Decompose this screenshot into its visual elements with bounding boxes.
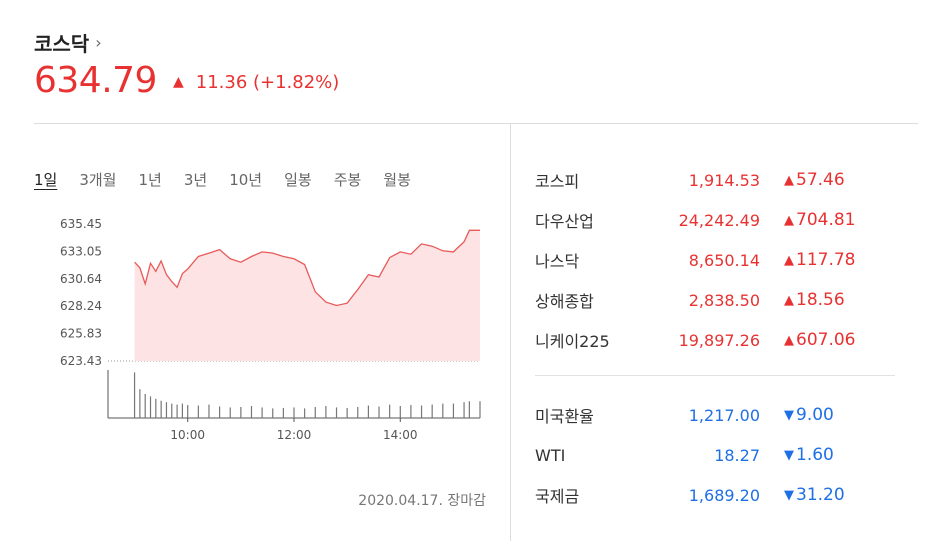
index-name: 국제금 xyxy=(535,487,580,506)
index-row[interactable]: 니케이225 19,897.26 ▲ 607.06 xyxy=(535,320,895,360)
index-name: 코스피 xyxy=(535,172,580,191)
index-name: 나스닥 xyxy=(535,252,580,271)
index-title-link[interactable]: 코스닥 › xyxy=(34,28,102,57)
down-triangle-icon: ▼ xyxy=(784,487,794,503)
index-change: 117.78 xyxy=(796,250,856,270)
index-value: 8,650.14 xyxy=(688,250,760,270)
indices-panel: 코스피 1,914.53 ▲ 57.46 다우산업 24,242.49 ▲ 704.81 나스닥… xyxy=(535,160,895,515)
index-change: 1.60 xyxy=(796,445,834,465)
current-price: 634.79 xyxy=(34,60,157,101)
index-value: 1,914.53 xyxy=(688,170,760,190)
chart-svg: 635.45 633.05 630.64 628.24 625.83 623.43 10:0… xyxy=(60,217,481,442)
index-row[interactable]: 상해종합 2,838.50 ▲ 18.56 xyxy=(535,280,895,320)
index-change: 9.00 xyxy=(796,405,834,425)
up-triangle-icon: ▲ xyxy=(172,74,184,90)
index-change: 18.56 xyxy=(796,290,845,310)
index-row[interactable]: 국제금 1,689.20 ▼ 31.20 xyxy=(535,475,895,515)
tab-period[interactable]: 일봉 xyxy=(284,171,312,189)
tab-period[interactable]: 3개월 xyxy=(79,171,117,189)
index-value: 19,897.26 xyxy=(678,330,760,350)
up-triangle-icon: ▲ xyxy=(784,212,794,228)
tab-period[interactable]: 주봉 xyxy=(333,171,362,189)
y-tick-label: 635.45 xyxy=(60,217,102,231)
y-tick-label: 630.64 xyxy=(60,272,102,286)
down-triangle-icon: ▼ xyxy=(784,407,794,423)
divider-horizontal xyxy=(34,123,918,124)
index-row[interactable]: 미국환율 1,217.00 ▼ 9.00 xyxy=(535,395,895,435)
intraday-chart: 635.45 633.05 630.64 628.24 625.83 623.43 10:0… xyxy=(40,210,490,450)
y-tick-label: 628.24 xyxy=(60,299,102,313)
index-change: 31.20 xyxy=(796,485,845,505)
period-tabs: 1일 3개월 1년 3년 10년 일봉 주봉 월봉 xyxy=(34,169,433,190)
indices-divider xyxy=(535,375,895,376)
down-triangle-icon: ▼ xyxy=(784,447,794,463)
price-block: 634.79 ▲ 11.36 (+1.82%) xyxy=(34,60,339,101)
index-name: 니케이225 xyxy=(535,332,610,351)
up-triangle-icon: ▲ xyxy=(784,332,794,348)
indices-group-markets: 코스피 1,914.53 ▲ 57.46 다우산업 24,242.49 ▲ 704.81 나스닥… xyxy=(535,160,895,360)
index-row[interactable]: 코스피 1,914.53 ▲ 57.46 xyxy=(535,160,895,200)
index-value: 18.27 xyxy=(714,445,760,465)
price-line xyxy=(134,229,480,307)
tab-period[interactable]: 월봉 xyxy=(383,171,411,189)
index-name: WTI xyxy=(535,445,566,465)
y-tick-label: 623.43 xyxy=(60,354,102,368)
market-close-note: 2020.04.17. 장마감 xyxy=(358,493,486,509)
index-name: 미국환율 xyxy=(535,407,594,426)
index-row[interactable]: 나스닥 8,650.14 ▲ 117.78 xyxy=(535,240,895,280)
index-change: 607.06 xyxy=(796,330,856,350)
price-area xyxy=(134,230,481,361)
index-value: 1,689.20 xyxy=(688,485,760,505)
index-value: 24,242.49 xyxy=(678,210,760,230)
page-title: 코스닥 xyxy=(34,32,90,56)
divider-vertical xyxy=(510,124,511,541)
x-tick-label: 10:00 xyxy=(170,428,205,442)
tab-period[interactable]: 1년 xyxy=(138,171,162,189)
index-name: 다우산업 xyxy=(535,212,594,231)
index-row[interactable]: 다우산업 24,242.49 ▲ 704.81 xyxy=(535,200,895,240)
y-tick-label: 633.05 xyxy=(60,244,102,258)
up-triangle-icon: ▲ xyxy=(784,172,794,188)
price-change: 11.36 (+1.82%) xyxy=(195,72,340,93)
index-value: 2,838.50 xyxy=(688,290,760,310)
index-row[interactable]: WTI 18.27 ▼ 1.60 xyxy=(535,435,895,475)
index-name: 상해종합 xyxy=(535,292,594,311)
x-tick-label: 14:00 xyxy=(383,428,418,442)
index-change: 57.46 xyxy=(796,170,845,190)
tab-period[interactable]: 1일 xyxy=(34,171,58,189)
indices-group-commodities: 미국환율 1,217.00 ▼ 9.00 WTI 18.27 ▼ 1.60 국제금 1,689.2… xyxy=(535,395,895,515)
up-triangle-icon: ▲ xyxy=(784,292,794,308)
up-triangle-icon: ▲ xyxy=(784,252,794,268)
x-tick-label: 12:00 xyxy=(277,428,312,442)
index-value: 1,217.00 xyxy=(688,405,760,425)
y-tick-label: 625.83 xyxy=(60,327,102,341)
tab-period[interactable]: 3년 xyxy=(183,171,208,189)
chevron-right-icon: › xyxy=(95,33,102,52)
index-change: 704.81 xyxy=(796,210,856,230)
tab-period[interactable]: 10년 xyxy=(229,171,263,189)
